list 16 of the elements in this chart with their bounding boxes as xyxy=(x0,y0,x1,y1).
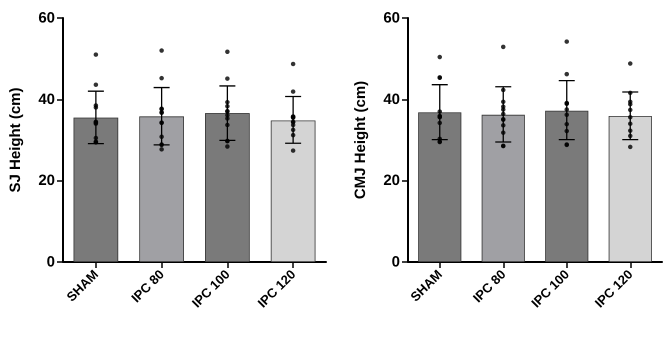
y-tick-label: 0 xyxy=(392,254,400,270)
y-tick-label: 60 xyxy=(38,10,55,26)
x-tick-label: IPC 120 xyxy=(592,266,636,310)
y-tick-label: 20 xyxy=(383,172,400,190)
y-tick-label: 20 xyxy=(38,172,55,190)
x-tick-label: IPC 100 xyxy=(188,266,233,310)
x-tick-label: IPC 80 xyxy=(128,266,167,306)
x-tick-label: IPC 120 xyxy=(254,266,298,310)
x-tick-label: IPC 100 xyxy=(528,266,572,310)
y-tick-label: 0 xyxy=(46,254,55,270)
y-tick-label: 40 xyxy=(383,90,400,108)
y-tick-label: 40 xyxy=(38,90,55,108)
y-axis-title: SJ Height (cm) xyxy=(7,87,24,193)
y-tick-label: 60 xyxy=(383,10,400,26)
y-axis-title: CMJ Height (cm) xyxy=(352,80,369,200)
x-tick-label: IPC 80 xyxy=(470,266,509,306)
